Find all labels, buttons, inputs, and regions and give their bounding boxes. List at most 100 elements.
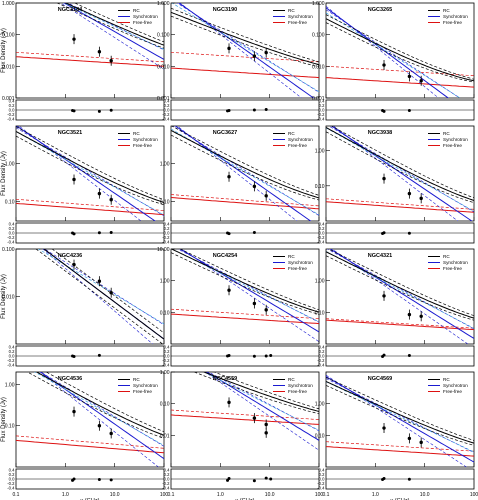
residual-point — [382, 353, 386, 357]
residual-tick-label: 0.2 — [319, 472, 325, 477]
legend-entry: Free-free — [133, 143, 152, 148]
y-tick-label: 0.10 — [315, 310, 325, 316]
legend-entry: Synchrotron — [133, 137, 158, 142]
y-axis-label: Flux Density (Jy) — [1, 151, 7, 196]
residual-tick-label: 0.4 — [164, 99, 170, 104]
data-point — [419, 79, 423, 83]
legend-entry: RC — [133, 8, 140, 13]
residual-point — [72, 354, 76, 358]
free-free-line — [16, 202, 164, 216]
legend-entry: RC — [288, 8, 295, 13]
residual-point — [252, 108, 256, 112]
panel-title: NGC4536 — [58, 376, 82, 382]
residual-point — [407, 108, 411, 112]
residual-tick-label: 0.0 — [319, 354, 325, 359]
data-point — [227, 46, 231, 51]
legend-entry: RC — [133, 131, 140, 136]
residual-tick-label: 0.2 — [164, 349, 170, 354]
residual-tick-label: 0.0 — [319, 477, 325, 482]
y-tick-label: 0.10 — [5, 424, 15, 430]
residual-tick-label: 0.2 — [319, 226, 325, 231]
data-point — [109, 291, 113, 295]
residual-tick-label: 0.2 — [164, 103, 170, 108]
panel-title: NGC3938 — [368, 130, 392, 136]
residual-point — [72, 232, 76, 236]
residual-point — [72, 109, 76, 113]
data-point — [264, 308, 268, 312]
x-tick-label: 0.1 — [323, 492, 330, 498]
y-tick-label: 0.10 — [160, 310, 170, 316]
free-free-line — [326, 77, 474, 88]
residual-tick-label: -0.4 — [317, 239, 325, 244]
synchrotron-dashed-line-lower — [39, 372, 159, 467]
residual-tick-label: 0.4 — [164, 345, 170, 350]
synchrotron-dashed-line-lower — [204, 372, 319, 451]
y-tick-label: 1.00 — [315, 279, 325, 285]
model-lines — [326, 126, 474, 221]
plot-frame — [15, 371, 165, 468]
rc-total-line — [326, 126, 474, 201]
rc-dashed-upper — [179, 249, 319, 311]
rc-total-line — [16, 130, 164, 203]
y-tick-label: 0.001 — [157, 96, 170, 102]
legend-entry: Synchrotron — [443, 383, 468, 388]
residual-tick-label: 0.4 — [9, 345, 15, 350]
residual-point — [227, 354, 231, 358]
alt-fit-dashed-line — [34, 372, 164, 446]
free-free-dashed-line — [326, 318, 474, 329]
rc-total-line — [171, 249, 319, 313]
y-tick-label: 1.00 — [160, 279, 170, 285]
rc-total-line — [35, 372, 164, 436]
plot-frame — [170, 371, 320, 468]
x-tick-label: 0.1 — [13, 492, 20, 498]
y-tick-label: 1.000 — [312, 1, 325, 7]
residual-tick-label: -0.2 — [7, 481, 15, 486]
panel-title: NGC4321 — [368, 253, 392, 259]
legend-entry: Free-free — [288, 20, 307, 25]
residual-point — [269, 477, 273, 481]
residual-tick-label: 0.2 — [319, 103, 325, 108]
data-point — [227, 175, 231, 179]
residual-tick-label: -0.4 — [7, 116, 15, 121]
x-tick-label: 100 — [160, 492, 169, 498]
free-free-line — [171, 67, 319, 79]
data-point — [97, 279, 102, 283]
synchrotron-dashed-line-lower — [180, 249, 319, 342]
legend-entry: RC — [443, 254, 450, 259]
y-tick-label: 1.00 — [160, 370, 170, 376]
rc-dashed-lower — [56, 3, 164, 49]
synchrotron-line — [63, 3, 164, 60]
residual-tick-label: 0.0 — [164, 477, 170, 482]
residual-tick-label: 0.2 — [164, 226, 170, 231]
y-tick-label: 0.10 — [5, 199, 15, 205]
panel-title: NGC3190 — [213, 7, 237, 13]
residual-point — [97, 353, 101, 357]
legend-entry: RC — [443, 131, 450, 136]
data-point — [407, 74, 412, 79]
synchrotron-line — [174, 126, 312, 221]
synchrotron-dashed-line-upper — [171, 126, 319, 216]
data-point — [264, 50, 268, 55]
rc-dashed-lower — [171, 252, 319, 315]
residual-point — [227, 108, 231, 112]
legend-entry: Synchrotron — [443, 14, 468, 19]
data-point — [72, 177, 76, 182]
plot-frame — [15, 2, 165, 99]
rc-dashed-upper — [330, 126, 474, 199]
residual-tick-label: -0.2 — [317, 358, 325, 363]
y-tick-label: 1.00 — [5, 162, 15, 168]
residual-tick-label: 0.4 — [319, 222, 325, 227]
residual-point — [269, 354, 273, 358]
rc-dashed-upper — [327, 249, 474, 316]
data-point — [382, 63, 386, 67]
plot-frame — [325, 371, 475, 468]
model-lines — [171, 3, 319, 98]
free-free-line — [16, 439, 164, 454]
synchrotron-dashed-line-upper — [177, 249, 319, 323]
model-lines — [35, 249, 164, 344]
free-free-dashed-line — [171, 409, 319, 420]
